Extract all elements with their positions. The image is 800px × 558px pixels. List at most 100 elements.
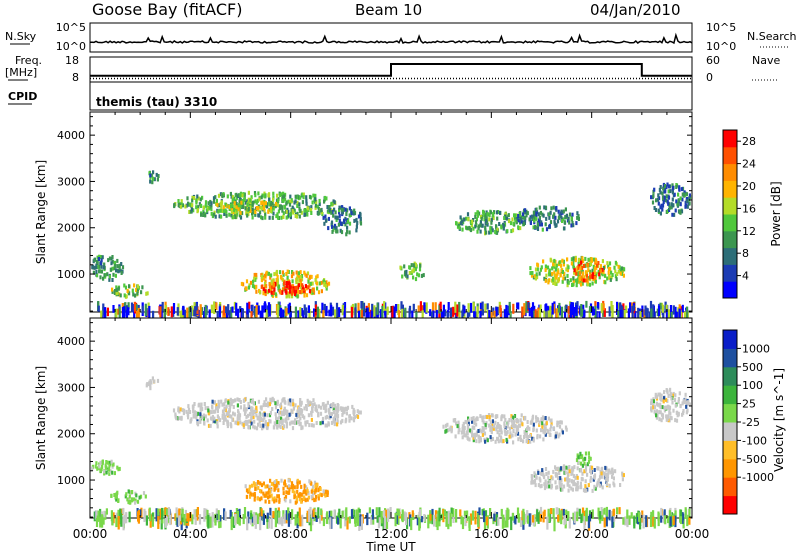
velocity-cell bbox=[128, 494, 131, 499]
velocity-cell bbox=[174, 513, 177, 521]
velocity-cell bbox=[344, 419, 347, 424]
velocity-cell bbox=[684, 392, 687, 397]
power-cell bbox=[502, 226, 505, 231]
velocity-cell bbox=[589, 465, 592, 470]
velocity-cell bbox=[535, 415, 538, 420]
velocity-cell bbox=[490, 428, 493, 433]
velocity-cell bbox=[562, 484, 566, 489]
power-cell bbox=[98, 269, 101, 274]
power-cell bbox=[421, 310, 424, 318]
velocity-cell bbox=[543, 475, 546, 480]
power-cell bbox=[296, 294, 299, 299]
power-ytick-label: 1000 bbox=[57, 268, 85, 281]
power-cell bbox=[601, 267, 604, 272]
velocity-cell bbox=[577, 460, 580, 465]
power-cell bbox=[320, 210, 323, 215]
power-cell bbox=[201, 195, 204, 200]
power-cell bbox=[317, 206, 320, 211]
velocity-cell bbox=[663, 509, 666, 516]
power-cell bbox=[249, 205, 252, 210]
power-cell bbox=[236, 212, 239, 217]
power-cell bbox=[587, 268, 590, 273]
velocity-cell bbox=[115, 517, 118, 528]
power-cell bbox=[225, 213, 228, 218]
power-cell bbox=[509, 221, 513, 226]
power-cell bbox=[606, 276, 609, 281]
power-cell bbox=[276, 275, 279, 279]
velocity-cell bbox=[134, 498, 137, 503]
power-cell bbox=[679, 310, 683, 323]
power-cell bbox=[549, 220, 553, 225]
velocity-cell bbox=[563, 516, 566, 526]
power-cell bbox=[662, 311, 665, 318]
velocity-cell bbox=[395, 511, 398, 524]
power-cell bbox=[620, 266, 624, 271]
power-cell bbox=[195, 200, 198, 205]
velocity-cell bbox=[679, 516, 683, 525]
velocity-cell bbox=[505, 432, 508, 436]
power-cell bbox=[307, 277, 310, 282]
power-cell bbox=[619, 302, 622, 316]
power-cell bbox=[355, 228, 358, 233]
velocity-cell bbox=[325, 490, 328, 495]
power-cell bbox=[435, 309, 438, 319]
velocity-cell bbox=[570, 486, 573, 491]
velocity-cell bbox=[481, 509, 484, 516]
power-cell bbox=[204, 213, 207, 218]
power-cell bbox=[307, 206, 310, 211]
power-cell bbox=[282, 215, 285, 219]
power-cell bbox=[314, 301, 317, 308]
power-cell bbox=[261, 216, 264, 221]
velocity-cell bbox=[543, 423, 546, 428]
power-cell bbox=[264, 212, 267, 217]
power-cell bbox=[538, 215, 541, 220]
velocity-cell bbox=[94, 464, 97, 469]
power-colorbar-cell bbox=[723, 214, 737, 232]
velocity-cell bbox=[583, 456, 587, 461]
power-cell bbox=[115, 291, 118, 296]
power-cell bbox=[254, 193, 257, 198]
velocity-cell bbox=[245, 414, 248, 419]
velocity-cell bbox=[305, 407, 308, 412]
velocity-cell bbox=[299, 497, 302, 502]
power-cell bbox=[676, 202, 679, 207]
power-cell bbox=[102, 303, 105, 316]
velocity-cell bbox=[494, 420, 497, 425]
velocity-cell bbox=[499, 427, 502, 432]
power-cell bbox=[571, 220, 574, 225]
power-cell bbox=[585, 273, 589, 278]
power-cell bbox=[560, 263, 563, 268]
power-cell bbox=[331, 306, 335, 316]
velocity-cell bbox=[178, 508, 181, 516]
power-cell bbox=[186, 307, 189, 320]
power-cell bbox=[480, 216, 483, 221]
power-cell bbox=[128, 291, 131, 296]
power-cell bbox=[536, 221, 539, 225]
power-cell bbox=[555, 263, 558, 268]
power-cell bbox=[345, 212, 348, 216]
velocity-cell bbox=[666, 417, 669, 422]
velocity-cell bbox=[481, 418, 484, 423]
velocity-cell bbox=[655, 415, 658, 420]
power-cell bbox=[205, 208, 208, 213]
velocity-cell bbox=[621, 477, 624, 482]
power-cell bbox=[366, 308, 369, 321]
velocity-cell bbox=[345, 507, 348, 521]
velocity-cell bbox=[315, 515, 318, 522]
velocity-cell bbox=[543, 430, 546, 435]
velocity-cell bbox=[450, 427, 453, 432]
power-cell bbox=[515, 213, 518, 218]
velocity-cell bbox=[252, 412, 255, 416]
power-cell bbox=[302, 310, 305, 319]
velocity-cell bbox=[581, 477, 584, 482]
power-cell bbox=[287, 291, 290, 296]
velocity-cell bbox=[554, 434, 557, 439]
power-cell bbox=[268, 197, 271, 202]
power-cell bbox=[663, 187, 667, 192]
power-cell bbox=[554, 223, 557, 228]
power-cell bbox=[575, 283, 578, 288]
power-ytick-label: 2000 bbox=[57, 222, 85, 235]
velocity-cell bbox=[259, 516, 262, 531]
velocity-cell bbox=[262, 423, 265, 428]
